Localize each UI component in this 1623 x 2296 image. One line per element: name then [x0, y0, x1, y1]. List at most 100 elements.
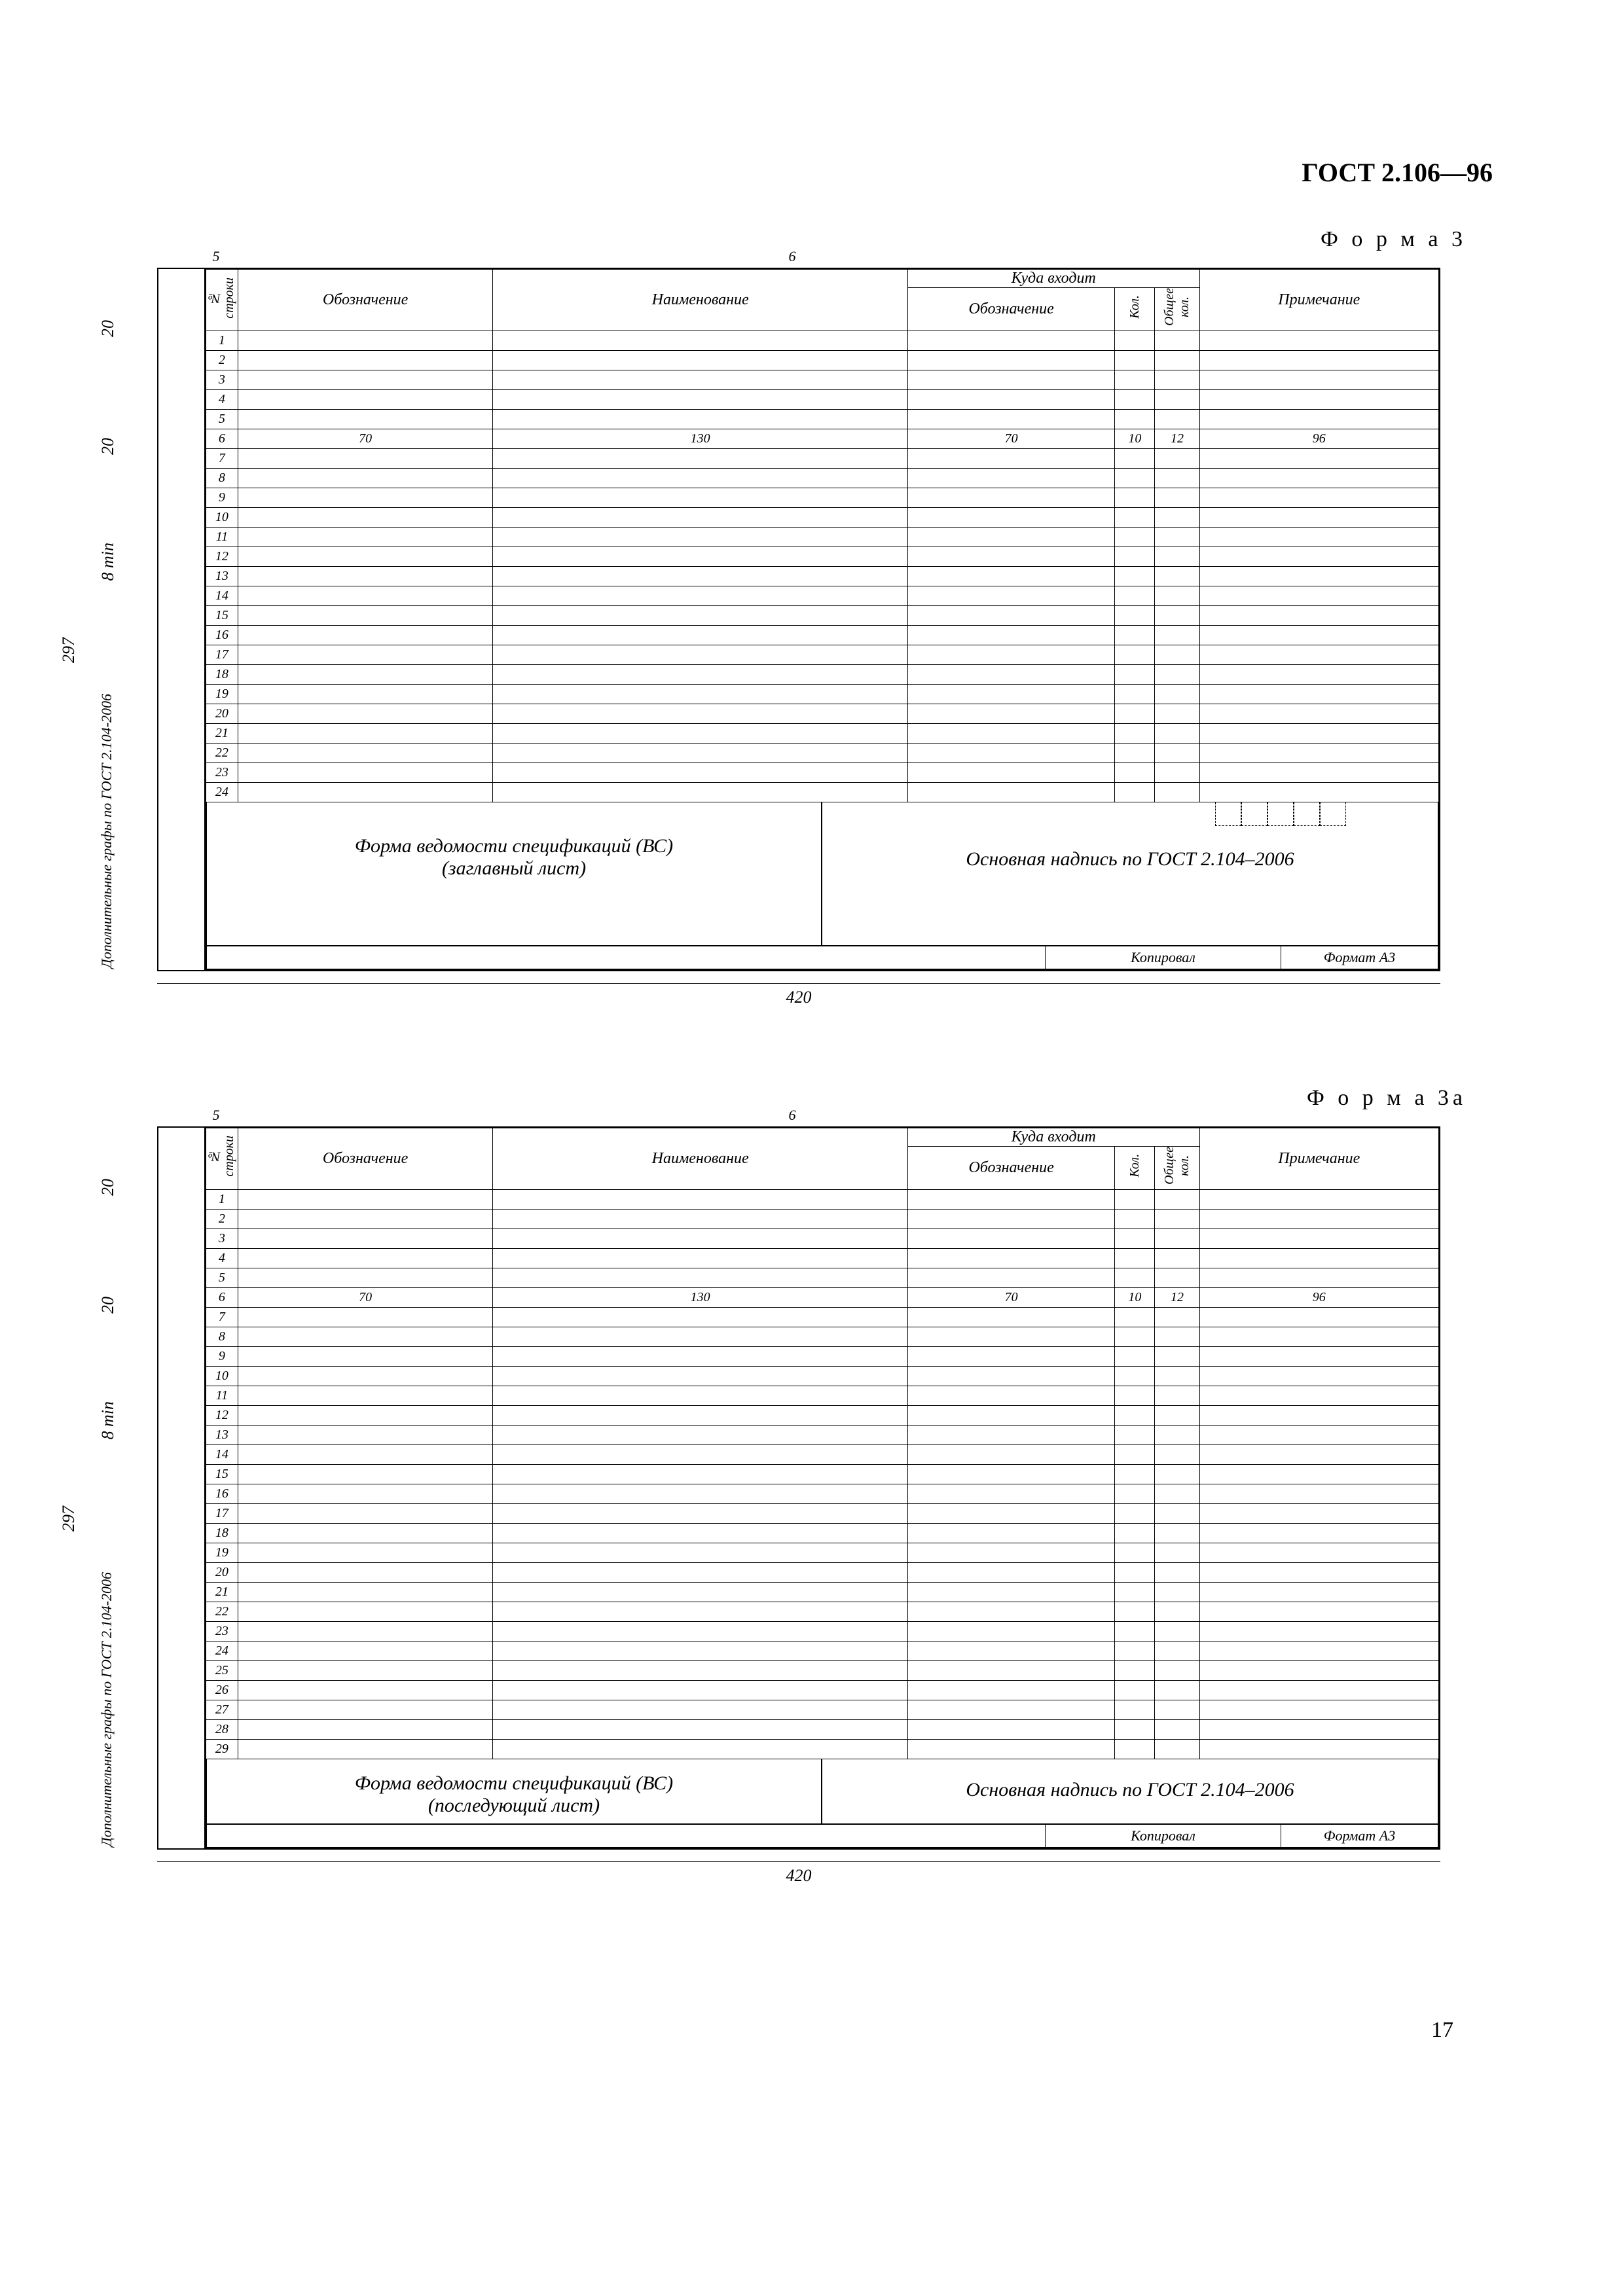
- col-header-naim: Наименование: [493, 270, 907, 331]
- row-number: 15: [206, 1464, 238, 1484]
- row-number: 4: [206, 1248, 238, 1268]
- table-row: 3: [206, 370, 1439, 389]
- row-number: 2: [206, 1209, 238, 1229]
- top-dims: 56: [203, 248, 1440, 265]
- table-row: 9: [206, 488, 1439, 507]
- row-number: 26: [206, 1680, 238, 1700]
- row-number: 6: [206, 1287, 238, 1307]
- table-row: 4: [206, 1248, 1439, 1268]
- row-number: 4: [206, 389, 238, 409]
- col-sub-obkol: Общеекол.: [1162, 288, 1192, 326]
- row-number: 10: [206, 1366, 238, 1386]
- footer-format: Формат А3: [1281, 1825, 1438, 1847]
- table-row: 26: [206, 1680, 1439, 1700]
- footer-kopiroval: Копировал: [1045, 1825, 1281, 1847]
- table-row: 22: [206, 743, 1439, 762]
- table-row: 7: [206, 1307, 1439, 1327]
- table-row: 15: [206, 605, 1439, 625]
- row-number: 1: [206, 331, 238, 350]
- table-row: 28: [206, 1719, 1439, 1739]
- row-number: 20: [206, 704, 238, 723]
- table-row: 20: [206, 704, 1439, 723]
- row-number: 24: [206, 1641, 238, 1660]
- table-row: 5: [206, 409, 1439, 429]
- row-number: 10: [206, 507, 238, 527]
- row-number: 5: [206, 1268, 238, 1287]
- row-number: 11: [206, 1386, 238, 1405]
- document-header: ГОСТ 2.106—96: [131, 157, 1493, 188]
- table-row: 17: [206, 1503, 1439, 1523]
- row-number: 13: [206, 566, 238, 586]
- col-header-prim: Примечание: [1199, 270, 1438, 331]
- row-number: 9: [206, 1346, 238, 1366]
- col-header-naim: Наименование: [493, 1128, 907, 1189]
- table-row: 18: [206, 664, 1439, 684]
- side-dim-c: 8 min: [98, 1401, 118, 1440]
- col-sub-kol: Кол.: [1127, 1154, 1142, 1177]
- side-dim-a: 20: [98, 320, 118, 337]
- row-number: 14: [206, 586, 238, 605]
- table-row: 9: [206, 1346, 1439, 1366]
- row-number: 29: [206, 1739, 238, 1759]
- row-number: 11: [206, 527, 238, 547]
- row-number: 17: [206, 645, 238, 664]
- col-sub-kol: Кол.: [1127, 295, 1142, 319]
- side-label-additional: Дополнительные графы по ГОСТ 2.104-2006: [98, 694, 115, 968]
- table-row: 10: [206, 507, 1439, 527]
- row-number: 5: [206, 409, 238, 429]
- table-row: 21: [206, 1582, 1439, 1602]
- row-number: 1: [206, 1189, 238, 1209]
- table-row: 18: [206, 1523, 1439, 1543]
- form-table: №строкиОбозначениеНаименованиеКуда входи…: [206, 1128, 1439, 1759]
- table-row: 27: [206, 1700, 1439, 1719]
- table-row: 16: [206, 625, 1439, 645]
- table-row: 2: [206, 350, 1439, 370]
- footer-strip: КопировалФормат А3: [206, 946, 1439, 970]
- row-number: 15: [206, 605, 238, 625]
- row-number: 12: [206, 547, 238, 566]
- row-number: 18: [206, 664, 238, 684]
- col-group-kuda: Куда входит: [907, 270, 1199, 288]
- title-block: Форма ведомости спецификаций (ВС)(послед…: [206, 1759, 1439, 1825]
- height-dim: 297: [59, 1506, 79, 1532]
- row-number: 24: [206, 782, 238, 802]
- row-number: 3: [206, 370, 238, 389]
- col-header-num: №строки: [207, 1136, 237, 1177]
- title-left: Форма ведомости спецификаций (ВС)(послед…: [207, 1759, 822, 1823]
- row-number: 8: [206, 468, 238, 488]
- top-dims: 56: [203, 1107, 1440, 1124]
- row-number: 21: [206, 723, 238, 743]
- row-number: 14: [206, 1444, 238, 1464]
- table-row: 8: [206, 1327, 1439, 1346]
- stamp-boxes: [1215, 802, 1346, 826]
- title-block: Форма ведомости спецификаций (ВС)(заглав…: [206, 802, 1439, 946]
- row-number: 9: [206, 488, 238, 507]
- table-row: 23: [206, 1621, 1439, 1641]
- table-row: 4: [206, 389, 1439, 409]
- side-dim-b: 20: [98, 438, 118, 455]
- table-row: 1: [206, 331, 1439, 350]
- form-table: №строкиОбозначениеНаименованиеКуда входи…: [206, 269, 1439, 802]
- table-row: 14: [206, 1444, 1439, 1464]
- table-row: 22: [206, 1602, 1439, 1621]
- table-row: 23: [206, 762, 1439, 782]
- table-row: 3: [206, 1229, 1439, 1248]
- col-header-oboz: Обозначение: [238, 270, 493, 331]
- table-row: 67013070101296: [206, 429, 1439, 448]
- table-row: 21: [206, 723, 1439, 743]
- footer-kopiroval: Копировал: [1045, 946, 1281, 969]
- row-number: 13: [206, 1425, 238, 1444]
- row-number: 3: [206, 1229, 238, 1248]
- col-sub-obkol: Общеекол.: [1162, 1147, 1192, 1185]
- title-right: Основная надпись по ГОСТ 2.104–2006: [822, 1759, 1438, 1823]
- table-row: 17: [206, 645, 1439, 664]
- col-group-kuda: Куда входит: [907, 1128, 1199, 1146]
- title-left: Форма ведомости спецификаций (ВС)(заглав…: [207, 802, 822, 945]
- title-right: Основная надпись по ГОСТ 2.104–2006: [822, 802, 1438, 945]
- row-number: 28: [206, 1719, 238, 1739]
- footer-format: Формат А3: [1281, 946, 1438, 969]
- side-dim-a: 20: [98, 1179, 118, 1196]
- table-row: 7: [206, 448, 1439, 468]
- table-row: 20: [206, 1562, 1439, 1582]
- table-row: 10: [206, 1366, 1439, 1386]
